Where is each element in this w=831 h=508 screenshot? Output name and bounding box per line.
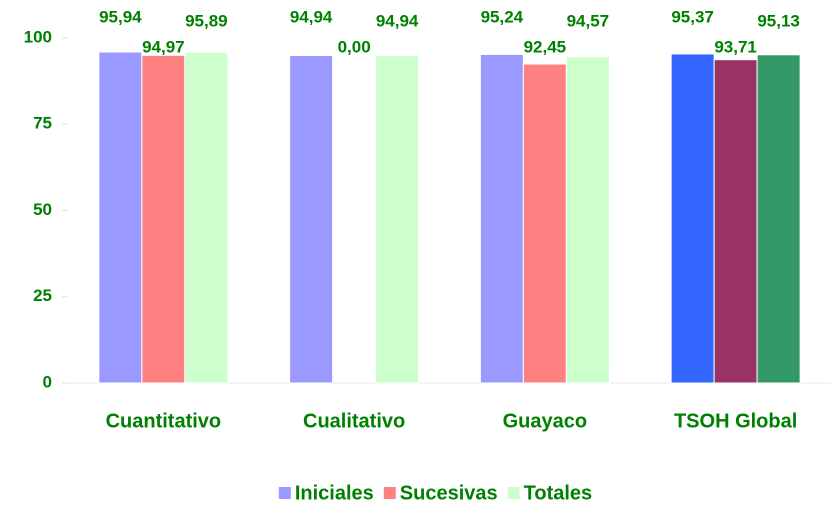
bar (479, 53, 524, 384)
y-tick-label: 75 (33, 114, 52, 133)
bar (375, 54, 420, 384)
y-tick-label: 25 (33, 286, 52, 305)
bar (289, 54, 334, 384)
x-tick-label: Cuantitativo (106, 410, 222, 432)
x-tick-label: Cualitativo (303, 410, 405, 432)
legend-label: Totales (524, 482, 593, 504)
value-label: 95,37 (671, 7, 714, 26)
y-tick-label: 100 (24, 27, 52, 46)
bar (141, 54, 186, 384)
x-tick-label: TSOH Global (674, 410, 797, 432)
value-label: 94,94 (290, 7, 333, 26)
legend-label: Iniciales (295, 482, 374, 504)
value-label: 94,57 (567, 11, 610, 30)
value-label: 95,89 (185, 11, 228, 30)
value-label: 93,71 (714, 37, 757, 56)
x-tick-label: Guayaco (503, 410, 587, 432)
value-label: 92,45 (524, 37, 567, 56)
y-tick-label: 50 (33, 200, 52, 219)
legend-label: Sucesivas (400, 482, 498, 504)
bar (756, 54, 801, 384)
value-label: 0,00 (338, 37, 371, 56)
bar (713, 59, 758, 384)
bar (565, 56, 610, 384)
y-tick-label: 0 (43, 372, 52, 391)
bar (98, 51, 143, 384)
legend-swatch (278, 487, 291, 499)
bar (184, 51, 229, 384)
legend-swatch (383, 487, 396, 499)
bar (522, 63, 567, 384)
value-label: 95,94 (99, 7, 142, 26)
value-label: 94,94 (376, 11, 419, 30)
value-label: 95,24 (481, 7, 524, 26)
bar (670, 53, 715, 384)
legend-swatch (507, 487, 520, 499)
value-label: 94,97 (142, 37, 185, 56)
value-label: 95,13 (757, 11, 800, 30)
